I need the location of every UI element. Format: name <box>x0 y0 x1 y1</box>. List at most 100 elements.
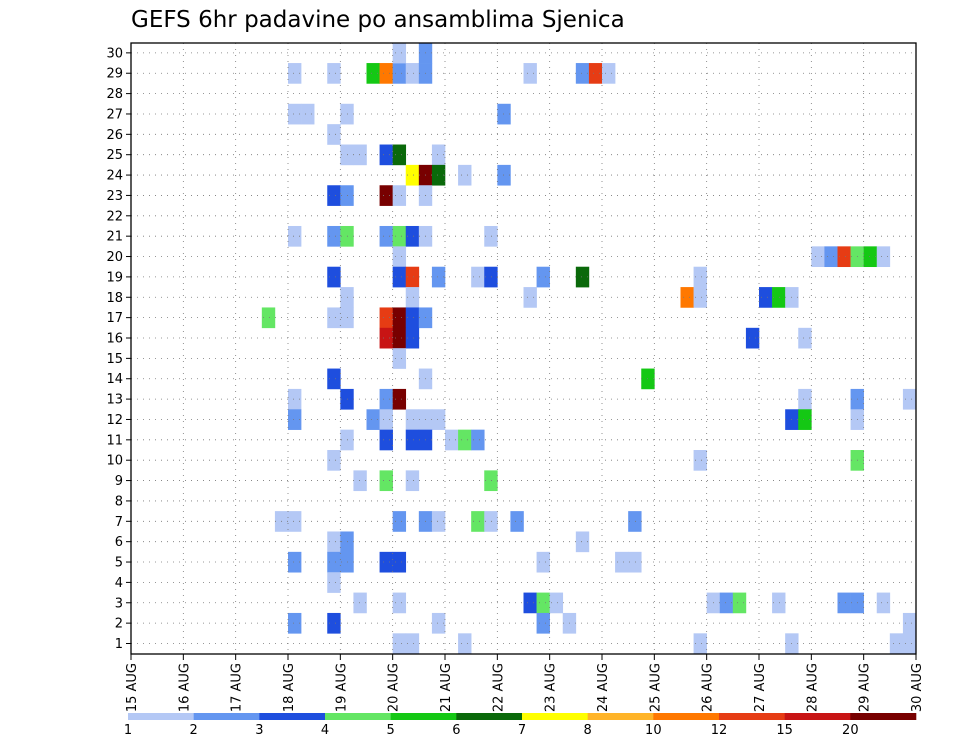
x-tick-label: 15 AUG <box>125 663 140 712</box>
legend-swatch <box>193 713 260 720</box>
heatmap-cell <box>588 63 603 84</box>
heatmap-cell <box>745 327 760 349</box>
legend-swatch <box>128 713 194 720</box>
heatmap-cell <box>759 287 773 308</box>
heatmap-cell <box>392 307 407 329</box>
legend-label: 15 <box>776 723 793 738</box>
x-axis-ticks: 15 AUG 16 AUG 17 AUG 18 AUG 19 AUG 20 AUG 21 A… <box>125 654 925 712</box>
heatmap-cell <box>523 592 537 614</box>
heatmap-cell <box>484 266 498 288</box>
heatmap-cell <box>615 551 629 573</box>
legend-swatch <box>259 713 326 720</box>
legend-swatch <box>325 713 391 720</box>
plot-frame <box>130 42 917 655</box>
heatmap-cell <box>392 266 407 288</box>
heatmap-cell <box>405 225 420 247</box>
y-tick-label: 26 <box>106 128 123 143</box>
x-tick-label: 18 AUG <box>282 663 297 712</box>
heatmap-cell <box>549 592 564 614</box>
y-tick-label: 27 <box>106 107 123 122</box>
y-tick-label: 22 <box>106 209 123 224</box>
heatmap-cell <box>327 266 341 288</box>
heatmap-cell <box>497 103 511 125</box>
y-tick-label: 1 <box>115 637 123 652</box>
heatmap-cell <box>431 612 446 634</box>
heatmap-cell <box>602 63 616 84</box>
heatmap-cell <box>379 327 393 349</box>
heatmap-cell <box>405 164 420 186</box>
heatmap-cell <box>392 511 407 532</box>
legend-label: 7 <box>518 723 526 738</box>
y-tick-label: 8 <box>115 494 123 509</box>
heatmap-cell <box>902 633 917 654</box>
y-tick-label: 3 <box>115 596 123 611</box>
heatmap-cell <box>575 531 590 553</box>
y-axis-ticks: 1234567891011121314151617181920212223242… <box>106 46 131 652</box>
heatmap-cell <box>353 470 367 492</box>
heatmap-cell <box>327 368 341 390</box>
heatmap-cell <box>392 185 407 206</box>
heatmap-cell <box>392 225 407 247</box>
heatmap-cell <box>392 633 407 654</box>
color-legend: 1 2 3 4 5 6 7 8 10 12 15 20 <box>124 713 917 738</box>
heatmap-cell <box>288 63 302 84</box>
heatmap-cell <box>327 612 341 634</box>
heatmap-cell <box>536 612 550 634</box>
y-tick-label: 5 <box>115 556 123 571</box>
legend-label: 10 <box>645 723 662 738</box>
heatmap-cell <box>431 409 446 430</box>
legend-label: 8 <box>584 723 592 738</box>
heatmap-cell <box>772 592 786 614</box>
heatmap-cell <box>431 144 446 166</box>
heatmap-cell <box>405 327 420 349</box>
heatmap-cell <box>288 511 302 532</box>
heatmap-cell <box>458 633 472 654</box>
heatmap-cell <box>327 551 341 573</box>
heatmap-cell <box>798 388 812 410</box>
heatmap-cells <box>261 42 917 654</box>
heatmap-cell <box>405 287 420 308</box>
y-tick-label: 2 <box>115 617 123 632</box>
heatmap-cell <box>458 429 472 451</box>
heatmap-cell <box>379 470 393 492</box>
heatmap-cell <box>392 144 407 166</box>
heatmap-cell <box>379 225 393 247</box>
heatmap-cell <box>798 327 812 349</box>
heatmap-cell <box>405 429 420 451</box>
heatmap-cell <box>379 429 393 451</box>
heatmap-cell <box>628 511 642 532</box>
heatmap-cell <box>431 511 446 532</box>
heatmap-cell <box>811 246 825 268</box>
heatmap-cell <box>575 63 590 84</box>
y-tick-label: 4 <box>115 576 123 591</box>
y-tick-label: 16 <box>106 332 123 347</box>
heatmap-cell <box>379 307 393 329</box>
heatmap-cell <box>680 287 694 308</box>
y-tick-label: 30 <box>106 46 123 61</box>
heatmap-cell <box>497 164 511 186</box>
y-tick-label: 7 <box>115 515 123 530</box>
legend-swatch <box>653 713 720 720</box>
heatmap-cell <box>431 266 446 288</box>
legend-label: 12 <box>711 723 728 738</box>
heatmap-cell <box>392 551 407 573</box>
heatmap-cell <box>327 572 341 593</box>
heatmap-cell <box>405 409 420 430</box>
heatmap-cell <box>471 429 485 451</box>
heatmap-cell <box>889 633 904 654</box>
x-tick-label: 28 AUG <box>805 663 820 712</box>
heatmap-cell <box>327 225 341 247</box>
x-tick-label: 25 AUG <box>648 663 663 712</box>
heatmap-cell <box>392 246 407 268</box>
heatmap-cell <box>484 225 498 247</box>
heatmap-cell <box>536 266 550 288</box>
heatmap-cell <box>902 612 917 634</box>
legend-label: 6 <box>452 723 460 738</box>
legend-swatch <box>390 713 457 720</box>
y-tick-label: 24 <box>106 169 123 184</box>
heatmap-cell <box>523 63 537 84</box>
legend-swatch <box>850 713 917 720</box>
heatmap-cell <box>392 388 407 410</box>
heatmap-cell <box>288 225 302 247</box>
